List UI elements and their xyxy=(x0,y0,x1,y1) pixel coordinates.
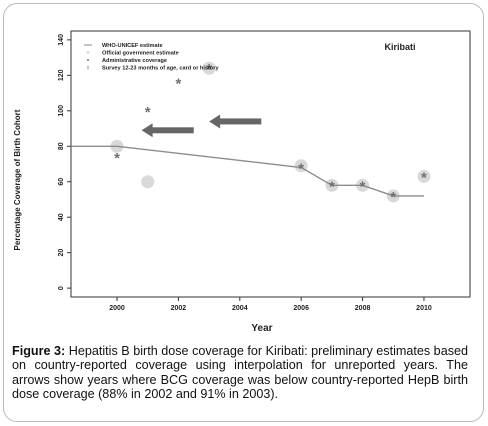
y-tick-label: 140 xyxy=(58,34,65,46)
chart-title: Kiribati xyxy=(384,42,415,52)
figure-frame xyxy=(3,3,484,422)
y-tick-label: 80 xyxy=(58,142,65,150)
x-tick-label: 2008 xyxy=(355,305,371,312)
bcg-arrow-head xyxy=(141,123,153,138)
administrative-coverage-point: * xyxy=(206,61,212,78)
caption-text: Hepatitis B birth dose coverage for Kiri… xyxy=(12,344,469,402)
administrative-coverage-point: * xyxy=(114,150,120,167)
official-estimate-point xyxy=(141,175,155,189)
administrative-coverage-point: * xyxy=(421,169,427,186)
bcg-arrow-shaft xyxy=(218,118,262,125)
bcg-arrow xyxy=(141,123,194,138)
administrative-coverage-point: * xyxy=(145,104,151,121)
legend-label: Official government estimate xyxy=(102,51,179,57)
x-tick-label: 2006 xyxy=(293,305,309,312)
legend-label: Administrative coverage xyxy=(102,58,167,64)
y-tick-label: 60 xyxy=(58,178,65,186)
y-tick-label: 0 xyxy=(58,286,65,290)
figure-caption: Figure 3: Hepatitis B birth dose coverag… xyxy=(12,344,468,402)
official-estimate-point xyxy=(417,169,431,183)
administrative-coverage-point: * xyxy=(176,75,182,92)
official-estimate-point xyxy=(202,61,216,75)
bcg-arrow xyxy=(209,114,262,129)
bcg-arrow-head xyxy=(209,114,221,129)
figure-label: Figure 3: xyxy=(12,344,66,358)
plot-border xyxy=(70,30,471,298)
administrative-coverage-point: * xyxy=(360,178,366,195)
legend-circle-symbol xyxy=(86,51,90,54)
legend-asterisk-symbol xyxy=(87,59,89,61)
chart: 2000 2002 2004 2006 2008 2010 0 20 40 60 80 100 120 1… xyxy=(13,30,471,334)
x-tick-label: 2004 xyxy=(232,305,248,312)
x-tick-label: 2002 xyxy=(171,305,187,312)
legend-label: Survey 12-23 months of age, card or hist… xyxy=(102,66,219,72)
y-tick-label: 120 xyxy=(58,69,65,81)
y-tick-label: 20 xyxy=(58,249,65,257)
y-axis-label: Percentage Coverage of Birth Cohort xyxy=(13,109,22,250)
y-tick-label: 40 xyxy=(58,213,65,221)
who-unicef-line xyxy=(71,145,424,197)
x-tick-label: 2000 xyxy=(109,305,125,312)
bcg-arrow-shaft xyxy=(150,127,194,134)
administrative-coverage-point: * xyxy=(329,178,335,195)
x-tick-label: 2010 xyxy=(416,305,432,312)
administrative-coverage-point: * xyxy=(390,189,396,206)
y-tick-label: 100 xyxy=(58,105,65,117)
legend: WHO-UNICEF estimate Official government e… xyxy=(84,43,219,72)
administrative-coverage-point: * xyxy=(298,161,304,178)
legend-label: WHO-UNICEF estimate xyxy=(102,43,163,49)
x-axis-label: Year xyxy=(251,323,272,334)
